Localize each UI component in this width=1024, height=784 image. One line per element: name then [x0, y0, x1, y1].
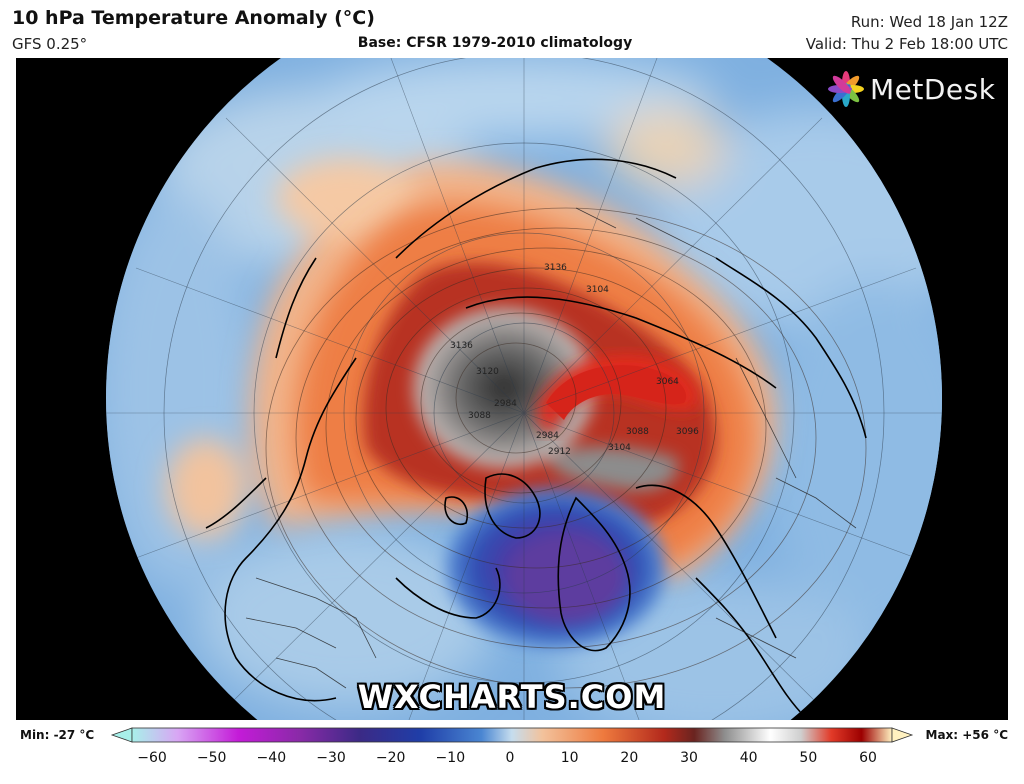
legend-tick-label: 60: [859, 750, 877, 766]
legend-tick-label: 10: [560, 750, 579, 766]
legend-min-arrow: [110, 727, 133, 743]
legend-gradient: [131, 727, 893, 743]
run-time-label: Run: Wed 18 Jan 12Z: [850, 13, 1008, 31]
legend-max-label: Max: +56 °C: [925, 728, 1009, 742]
legend-tick-label: 30: [680, 750, 698, 766]
contour-label: 3088: [626, 427, 649, 437]
legend-max-arrow: [891, 727, 914, 743]
contour-label: 3088: [468, 411, 491, 421]
metdesk-flower-icon: [828, 71, 864, 107]
contour-label: 3104: [608, 443, 631, 453]
metdesk-logo: MetDesk: [828, 68, 998, 110]
legend-tick-label: −10: [435, 750, 466, 766]
chart-title: 10 hPa Temperature Anomaly (°C): [12, 7, 375, 29]
legend-ticks: −60 −50 −40 −30 −20 −10 0 10 20 30 40 50 60: [0, 750, 1024, 774]
contour-label: 2912: [548, 447, 571, 457]
legend-tick-label: 0: [505, 750, 515, 766]
coastlines: [205, 158, 867, 719]
political-borders: [245, 207, 857, 689]
legend-min-label: Min: -27 °C: [20, 728, 95, 742]
model-label: GFS 0.25°: [12, 35, 88, 53]
legend-tick-label: −30: [316, 750, 346, 766]
contour-label: 2984: [536, 431, 559, 441]
polar-anomaly-map: 3136 3104 3136 3120 2984 3088 2984 3088 …: [106, 58, 942, 720]
legend-tick-label: 50: [799, 750, 818, 766]
map-disc: [106, 58, 942, 720]
legend-tick-label: −50: [196, 750, 227, 766]
base-climatology-label: Base: CFSR 1979-2010 climatology: [357, 35, 633, 51]
valid-time-label: Valid: Thu 2 Feb 18:00 UTC: [805, 35, 1008, 53]
wxcharts-watermark: WXCHARTS.COM: [357, 678, 667, 716]
legend-tick-label: −20: [375, 750, 406, 766]
legend-tick-label: 40: [739, 750, 758, 766]
color-legend: Min: -27 °C Max: +56 °C −60 −50 −40 −30 −20−…: [0, 720, 1024, 784]
legend-colorbar: [110, 727, 914, 743]
legend-tick-label: 20: [620, 750, 639, 766]
contour-label: 3064: [656, 377, 679, 387]
contour-label: 3136: [544, 263, 567, 273]
legend-tick-label: −60: [137, 750, 167, 766]
legend-tick-label: −40: [256, 750, 287, 766]
contour-label: 3096: [676, 427, 699, 437]
contour-label: 2984: [494, 399, 517, 409]
meridian-lines: [106, 58, 942, 720]
contour-label: 3120: [476, 367, 499, 377]
map-panel: 3136 3104 3136 3120 2984 3088 2984 3088 …: [16, 58, 1008, 720]
contour-label-group: 3136 3104 3136 3120 2984 3088 2984 3088 …: [450, 263, 699, 457]
metdesk-logo-text: MetDesk: [870, 72, 996, 106]
contour-label: 3104: [586, 285, 609, 295]
height-contours: [265, 207, 867, 689]
contour-label: 3136: [450, 341, 473, 351]
